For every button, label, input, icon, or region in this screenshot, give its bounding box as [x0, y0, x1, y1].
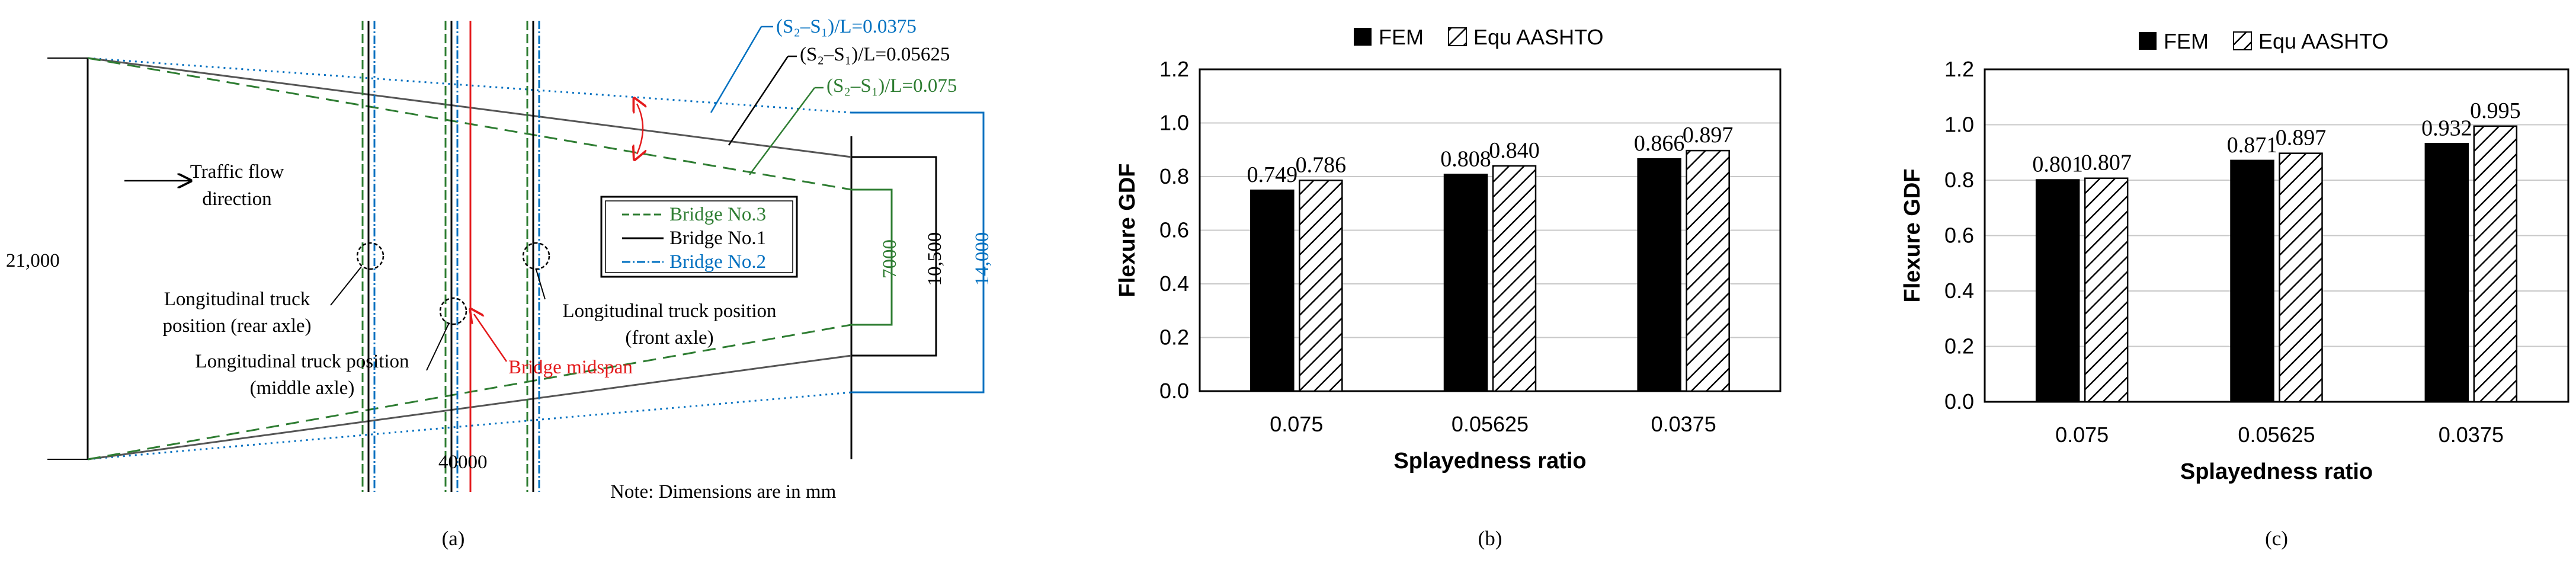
data-label: 0.807 [2081, 151, 2132, 175]
dim-10500-bracket [851, 156, 937, 357]
y-tick-label: 0.0 [1944, 389, 1974, 414]
x-axis-title: Splayedness ratio [2180, 459, 2373, 484]
caption: (c) [2265, 527, 2288, 550]
y-tick-label: 0.0 [1159, 379, 1189, 403]
plot-frame [1984, 68, 2569, 403]
bar-equ-aashto-0.05625 [2279, 152, 2323, 403]
data-label: 0.840 [1489, 138, 1540, 163]
dimension-note: Note: Dimensions are in mm [610, 481, 837, 503]
data-label: 0.808 [1440, 146, 1491, 171]
bar-fem-0.05625 [1443, 174, 1488, 392]
y-tick-label: 1.0 [1159, 111, 1189, 135]
bridge-legend: Bridge No.3 Bridge No.1 Bridge No.2 [600, 196, 798, 278]
middle-axle-label-1: Longitudinal truck position [195, 351, 409, 372]
y-tick-label: 1.0 [1944, 113, 1974, 137]
bridge-plan-diagram: Traffic flow direction (S₂–S₁)/L=0.0375 … [6, 16, 993, 550]
splay-label-075: (S₂–S₁)/L=0.075 [826, 75, 957, 97]
bar-fem-0.075 [1250, 189, 1295, 392]
legend-bridge-3: Bridge No.3 [669, 204, 766, 225]
legend-label-aashto: Equ AASHTO [1473, 25, 1603, 49]
traffic-flow-label-2: direction [202, 188, 271, 210]
splay-label-0375: (S₂–S₁)/L=0.0375 [776, 16, 917, 37]
y-tick-label: 1.2 [1159, 57, 1189, 81]
bar-fem-0.075 [2035, 179, 2080, 403]
data-label: 0.995 [2470, 98, 2521, 123]
legend-bridge-1: Bridge No.1 [669, 228, 766, 249]
plot-frame [1199, 68, 1782, 392]
data-label: 0.932 [2421, 116, 2472, 140]
y-tick-label: 0.2 [1159, 325, 1189, 350]
y-tick-label: 0.6 [1944, 223, 1974, 248]
front-axle-label-2: (front axle) [625, 327, 713, 348]
caption-a: (a) [442, 527, 465, 550]
dim-40000-label: 40000 [438, 452, 488, 473]
front-axle-label-1: Longitudinal truck position [562, 300, 776, 322]
rear-axle-marker [356, 242, 385, 270]
splay-angle-arrow [637, 104, 643, 154]
bar-equ-aashto-0.0375 [2473, 125, 2518, 403]
traffic-flow-label-1: Traffic flow [190, 161, 284, 183]
legend-swatch-aashto [2233, 31, 2252, 50]
legend-swatch-fem [2139, 32, 2157, 50]
middle-axle-marker [439, 297, 467, 325]
midspan-label: Bridge midspan [508, 357, 633, 378]
y-tick-label: 0.4 [1159, 271, 1189, 296]
bar-fem-0.0375 [2424, 143, 2469, 403]
y-tick-label: 0.4 [1944, 279, 1974, 303]
y-tick-label: 0.8 [1944, 168, 1974, 192]
rear-axle-lines [361, 21, 376, 492]
y-tick-label: 0.2 [1944, 334, 1974, 359]
x-tick-label: 0.075 [1270, 412, 1323, 436]
rear-axle-label-1: Longitudinal truck [164, 289, 310, 310]
x-tick-label: 0.0375 [2439, 423, 2504, 447]
y-tick-label: 1.2 [1944, 57, 1974, 81]
data-label: 0.749 [1247, 162, 1298, 187]
legend-label-aashto: Equ AASHTO [2258, 29, 2388, 53]
legend-bridge-2: Bridge No.2 [669, 251, 766, 273]
x-tick-label: 0.05625 [2238, 423, 2315, 447]
bar-equ-aashto-0.075 [2084, 177, 2129, 403]
data-label: 0.801 [2032, 152, 2083, 177]
splay-label-05625: (S₂–S₁)/L=0.05625 [800, 44, 950, 65]
data-label: 0.786 [1296, 152, 1347, 177]
front-axle-lines [526, 21, 540, 492]
x-axis-title: Splayedness ratio [1393, 449, 1586, 474]
y-tick-label: 0.6 [1159, 218, 1189, 242]
bar-equ-aashto-0.0375 [1686, 149, 1730, 392]
data-label: 0.897 [2276, 126, 2327, 151]
bar-equ-aashto-0.075 [1299, 180, 1343, 392]
front-axle-marker [522, 242, 550, 270]
data-label: 0.866 [1634, 131, 1685, 156]
dim-7000-bracket [851, 188, 893, 326]
legend-swatch-fem [1354, 28, 1372, 46]
legend-label-fem: FEM [1379, 25, 1424, 49]
rear-axle-label-2: position (rear axle) [162, 315, 311, 337]
y-tick-label: 0.8 [1159, 164, 1189, 188]
bar-fem-0.0375 [1637, 158, 1681, 392]
data-label: 0.871 [2227, 133, 2278, 158]
middle-axle-label-2: (middle axle) [250, 378, 355, 399]
y-axis-title: Flexure GDF [1900, 169, 1925, 303]
x-tick-label: 0.0375 [1651, 412, 1716, 436]
caption: (b) [1478, 527, 1502, 550]
x-tick-label: 0.05625 [1452, 412, 1529, 436]
x-tick-label: 0.075 [2055, 423, 2109, 447]
dim-14000-bracket [851, 111, 985, 394]
data-label: 0.897 [1683, 123, 1734, 148]
dim-14000-label: 14,000 [972, 232, 993, 286]
legend-swatch-aashto [1448, 27, 1467, 46]
middle-axle-lines [444, 21, 472, 492]
dim-21000-label: 21,000 [6, 250, 60, 271]
legend-label-fem: FEM [2164, 29, 2209, 53]
bar-equ-aashto-0.05625 [1492, 165, 1537, 392]
bar-fem-0.05625 [2230, 159, 2274, 403]
dim-7000-label: 7000 [879, 239, 901, 279]
y-axis-title: Flexure GDF [1115, 164, 1140, 298]
dim-10500-label: 10,500 [924, 232, 946, 286]
